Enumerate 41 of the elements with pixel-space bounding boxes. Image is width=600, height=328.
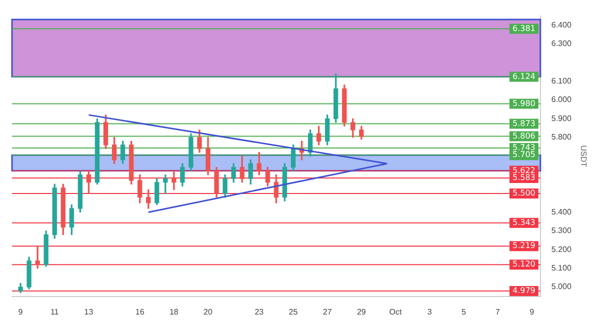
x-tick-label: 5	[461, 307, 466, 316]
y-axis-title: USDT	[578, 145, 588, 168]
x-tick-label: 13	[84, 307, 94, 316]
ref-line-label: 5.500	[512, 188, 536, 198]
x-tick-label: 23	[254, 307, 264, 316]
ref-line-label: 5.622	[512, 166, 536, 175]
y-tick-label: 6.000	[551, 95, 572, 104]
ref-line-label: 5.343	[512, 218, 536, 227]
ref-line-label: 5.583	[512, 173, 536, 182]
x-tick-label: 3	[427, 307, 432, 316]
y-tick-label: 5.000	[551, 282, 572, 292]
x-tick-label: 9	[530, 307, 535, 316]
x-tick-label: 16	[135, 307, 145, 316]
y-tick-label: 5.100	[551, 264, 572, 273]
x-tick-label: 25	[288, 307, 298, 316]
y-tick-label: 5.800	[551, 132, 572, 142]
ref-line-label: 6.381	[512, 24, 536, 33]
ref-line-label: 5.705	[512, 150, 536, 160]
ref-line-label: 5.120	[512, 260, 536, 269]
x-tick-label: 18	[169, 307, 179, 316]
ref-line-label: 5.743	[512, 143, 536, 152]
x-tick-label: 20	[204, 307, 214, 316]
y-tick-label: 6.400	[551, 20, 572, 30]
ref-line-label: 5.219	[512, 241, 536, 250]
ref-line-label: 6.124	[512, 72, 536, 81]
y-tick-label: 5.400	[551, 207, 572, 216]
x-tick-label: 11	[50, 307, 60, 316]
ref-line-label: 5.980	[512, 98, 536, 108]
x-tick-label: 7	[496, 307, 501, 316]
y-tick-label: 6.100	[551, 76, 572, 86]
ref-line-label: 5.806	[512, 131, 536, 140]
ref-line-label: 5.873	[512, 118, 536, 128]
y-tick-label: 5.300	[551, 226, 572, 236]
x-tick-label: 29	[356, 307, 366, 316]
ref-line-label: 4.979	[512, 286, 536, 296]
x-tick-label: Oct	[389, 307, 402, 316]
y-tick-label: 6.300	[551, 39, 572, 48]
x-tick-label: 27	[322, 307, 332, 316]
y-tick-label: 5.200	[551, 244, 572, 254]
y-tick-label: 5.900	[551, 114, 572, 123]
x-tick-label: 9	[18, 307, 24, 316]
